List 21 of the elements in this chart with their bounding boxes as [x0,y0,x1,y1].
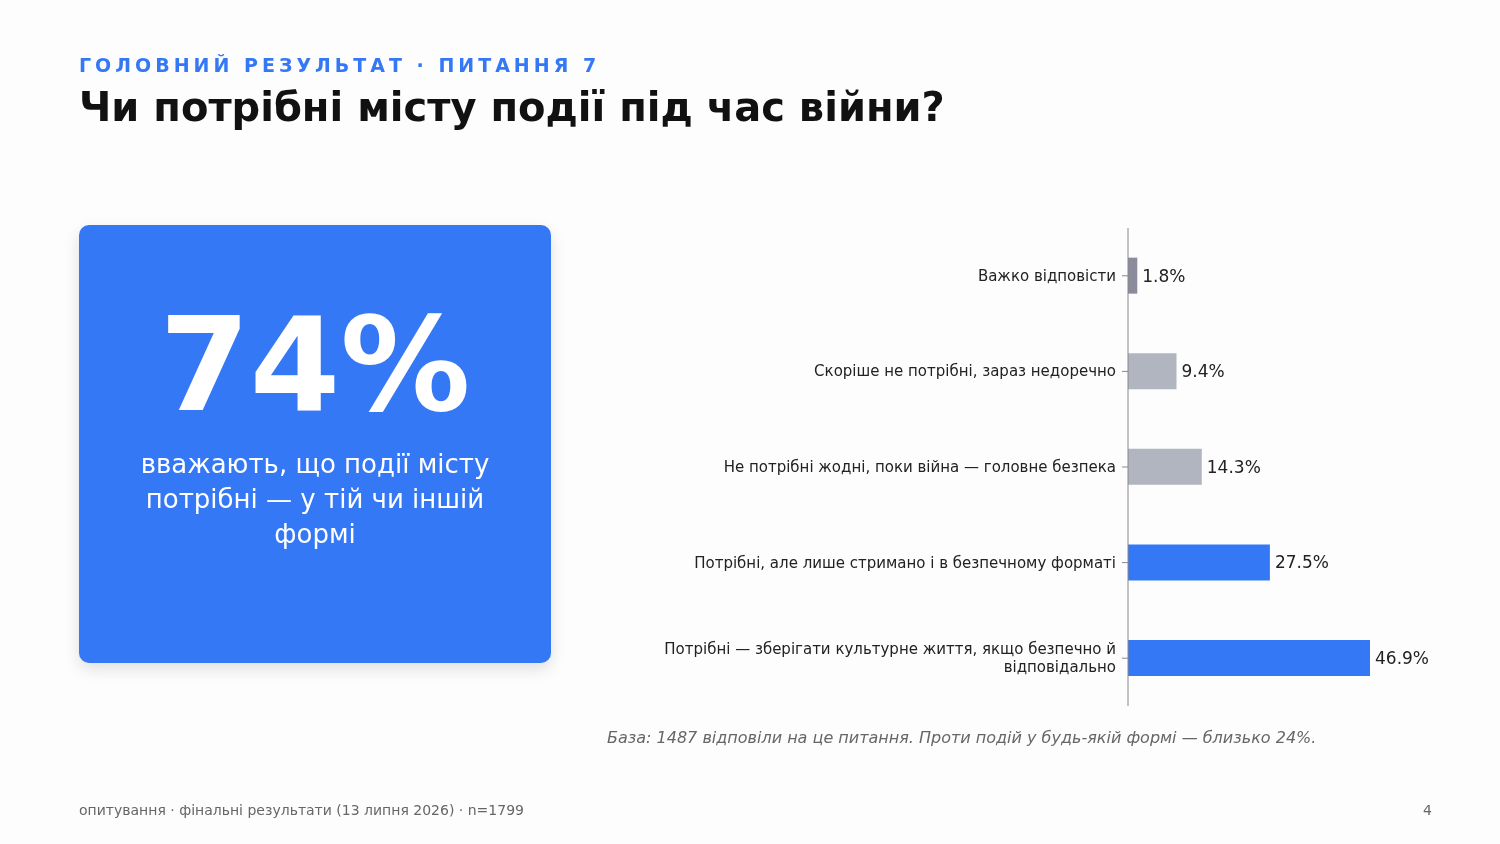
text: опитування · фінальні результати (13 липня 2026) · n=1799 [79,802,524,818]
text: 4 [1423,802,1432,818]
data-label: 27.5% [1274,552,1329,573]
data-label: 14.3% [1206,456,1261,477]
y-tick-label: Не потрібні жодні, поки війна — головне безпека [723,458,1116,476]
y-tick-label: Потрібні, але лише стримано і в безпечному форматі [694,553,1116,572]
bar [1128,448,1202,485]
text: 74% [158,289,472,441]
bar [1128,353,1177,390]
data-label: 1.8% [1142,265,1186,286]
bar [1128,544,1270,581]
data-label: 9.4% [1181,361,1225,382]
text: ГОЛОВНИЙ РЕЗУЛЬТАТ · ПИТАННЯ 7 [79,54,601,76]
text: вважають, що події місту потрібні — у тій чи іншій формі [139,448,491,551]
y-tick-label: Скоріше не потрібні, зараз недоречно [814,362,1116,381]
text: Чи потрібні місту події під час війни? [79,84,945,130]
y-tick-label: Потрібні — зберігати культурне життя, якщо безпечно й відповідально [664,640,1116,677]
bar [1128,640,1370,677]
data-label: 46.9% [1375,648,1430,669]
text: База: 1487 відповіли на це питання. Проти подій у будь-якій формі — близько 24%. [607,728,1317,747]
y-tick-label: Важко відповісти [977,266,1116,285]
